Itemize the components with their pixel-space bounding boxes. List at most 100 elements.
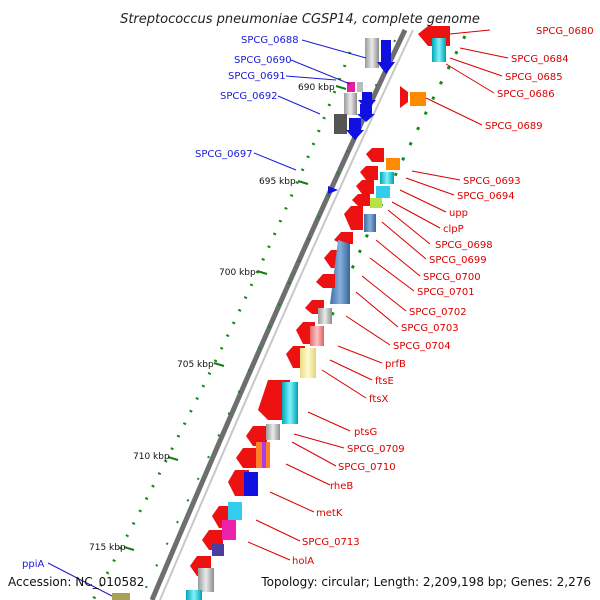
- gene-label[interactable]: SPCG_0704: [393, 341, 451, 352]
- gene-arrow: [358, 92, 376, 110]
- gene-label[interactable]: clpP: [443, 224, 464, 235]
- leader-line: [307, 411, 351, 432]
- gene-block: [266, 424, 280, 440]
- gene-block: [357, 82, 363, 92]
- gene-block: [347, 82, 355, 92]
- gene-label[interactable]: SPCG_0694: [457, 191, 515, 202]
- gene-label[interactable]: upp: [449, 208, 468, 219]
- leader-line: [290, 59, 351, 85]
- gene-label[interactable]: SPCG_0713: [302, 537, 360, 548]
- tick-label: 695 kbp: [259, 177, 296, 187]
- gene-label[interactable]: SPCG_0710: [338, 462, 396, 473]
- gene-label[interactable]: SPCG_0689: [485, 121, 543, 132]
- gene-label[interactable]: SPCG_0699: [429, 255, 487, 266]
- leader-line: [387, 209, 431, 245]
- gene-block: [364, 214, 376, 232]
- leader-line: [411, 170, 461, 181]
- gene-arrow: [366, 148, 384, 162]
- gene-label[interactable]: ftsE: [375, 376, 394, 387]
- gene-arrow: [377, 40, 395, 74]
- gene-block: [282, 382, 298, 424]
- leader-line: [301, 39, 367, 59]
- gene-arrow: [360, 166, 378, 180]
- gene-arrow-small: [328, 186, 338, 194]
- leader-line: [277, 95, 321, 115]
- gene-label[interactable]: SPCG_0684: [511, 54, 569, 65]
- gene-label[interactable]: SPCG_0693: [463, 176, 521, 187]
- leader-line: [47, 562, 113, 597]
- gene-label[interactable]: ftsX: [369, 394, 388, 405]
- leader-line: [345, 315, 391, 346]
- leader-line: [337, 345, 383, 364]
- gene-arrow: [246, 426, 267, 446]
- map-title: Streptococcus pneumoniae CGSP14, complet…: [120, 12, 480, 27]
- topology-text: Topology: circular; Length: 2,209,198 bp…: [260, 575, 591, 589]
- gene-label[interactable]: rheB: [330, 481, 353, 492]
- tick-group: 690 kbp 695 kbp 700 kbp 705 kbp 710 kbp …: [89, 83, 347, 553]
- gene-label[interactable]: SPCG_0709: [347, 444, 405, 455]
- gene-block: [376, 186, 390, 198]
- gene-label[interactable]: SPCG_0685: [505, 72, 563, 83]
- gene-arrow: [346, 118, 364, 140]
- gene-label[interactable]: SPCG_0697: [195, 149, 253, 160]
- gene-label[interactable]: SPCG_0691: [228, 71, 286, 82]
- leader-line: [445, 63, 495, 94]
- gene-block: [386, 158, 400, 170]
- gene-arrow: [228, 470, 249, 496]
- gene-block: [198, 568, 214, 592]
- gene-block: [334, 114, 347, 134]
- gene-label[interactable]: SPCG_0680: [536, 26, 594, 37]
- leader-line: [449, 29, 491, 35]
- gene-arrow: [352, 194, 370, 206]
- gene-block: [410, 92, 426, 106]
- accession-text: Accession: NC_010582: [8, 575, 144, 589]
- gene-block: [318, 308, 332, 324]
- leader-line: [399, 189, 447, 213]
- right-labels: SPCG_0680 SPCG_0684 SPCG_0685 SPCG_0686 …: [292, 26, 594, 567]
- gene-block: [262, 442, 266, 468]
- tick-label: 715 kbp: [89, 543, 126, 553]
- genome-backbone-inner: [159, 29, 414, 600]
- leader-line: [329, 359, 373, 381]
- gene-label[interactable]: SPCG_0690: [234, 55, 292, 66]
- leader-line: [361, 275, 407, 312]
- gene-label[interactable]: SPCG_0700: [423, 272, 481, 283]
- gene-label[interactable]: SPCG_0703: [401, 323, 459, 334]
- gene-label[interactable]: SPCG_0702: [409, 307, 467, 318]
- gene-label[interactable]: ptsG: [354, 427, 377, 438]
- gene-label[interactable]: SPCG_0701: [417, 287, 475, 298]
- gene-label[interactable]: holA: [292, 556, 314, 567]
- tick-mark: [335, 85, 347, 90]
- gene-block: [330, 240, 350, 304]
- gene-arrow: [316, 274, 335, 288]
- gene-label[interactable]: SPCG_0692: [220, 91, 278, 102]
- tick-label: 710 kbp: [133, 452, 170, 462]
- leader-line: [459, 47, 509, 59]
- gene-arrow: [400, 86, 408, 108]
- gene-label[interactable]: SPCG_0698: [435, 240, 493, 251]
- gene-label[interactable]: SPCG_0688: [241, 35, 299, 46]
- leader-line: [285, 75, 337, 81]
- gene-arrow: [356, 180, 374, 194]
- gene-block: [370, 198, 382, 208]
- left-leaders: [47, 39, 367, 597]
- leader-line: [381, 221, 427, 260]
- gene-label[interactable]: metK: [316, 508, 343, 519]
- leader-line: [285, 463, 331, 486]
- leader-line: [391, 201, 441, 229]
- gene-label[interactable]: prfB: [385, 359, 406, 370]
- leader-line: [293, 433, 345, 449]
- tick-label: 700 kbp: [219, 268, 256, 278]
- gene-block: [186, 590, 202, 600]
- leader-line: [355, 291, 399, 328]
- tick-mark: [213, 362, 225, 367]
- leader-line: [269, 491, 315, 513]
- right-leaders: [247, 29, 509, 561]
- gene-block: [365, 38, 379, 68]
- gene-label[interactable]: SPCG_0686: [497, 89, 555, 100]
- gene-block: [380, 172, 394, 184]
- tick-mark: [123, 546, 135, 551]
- left-labels: SPCG_0688 SPCG_0690 SPCG_0691 SPCG_0692 …: [22, 35, 299, 570]
- tick-label: 690 kbp: [298, 83, 335, 93]
- gene-label[interactable]: ppiA: [22, 559, 44, 570]
